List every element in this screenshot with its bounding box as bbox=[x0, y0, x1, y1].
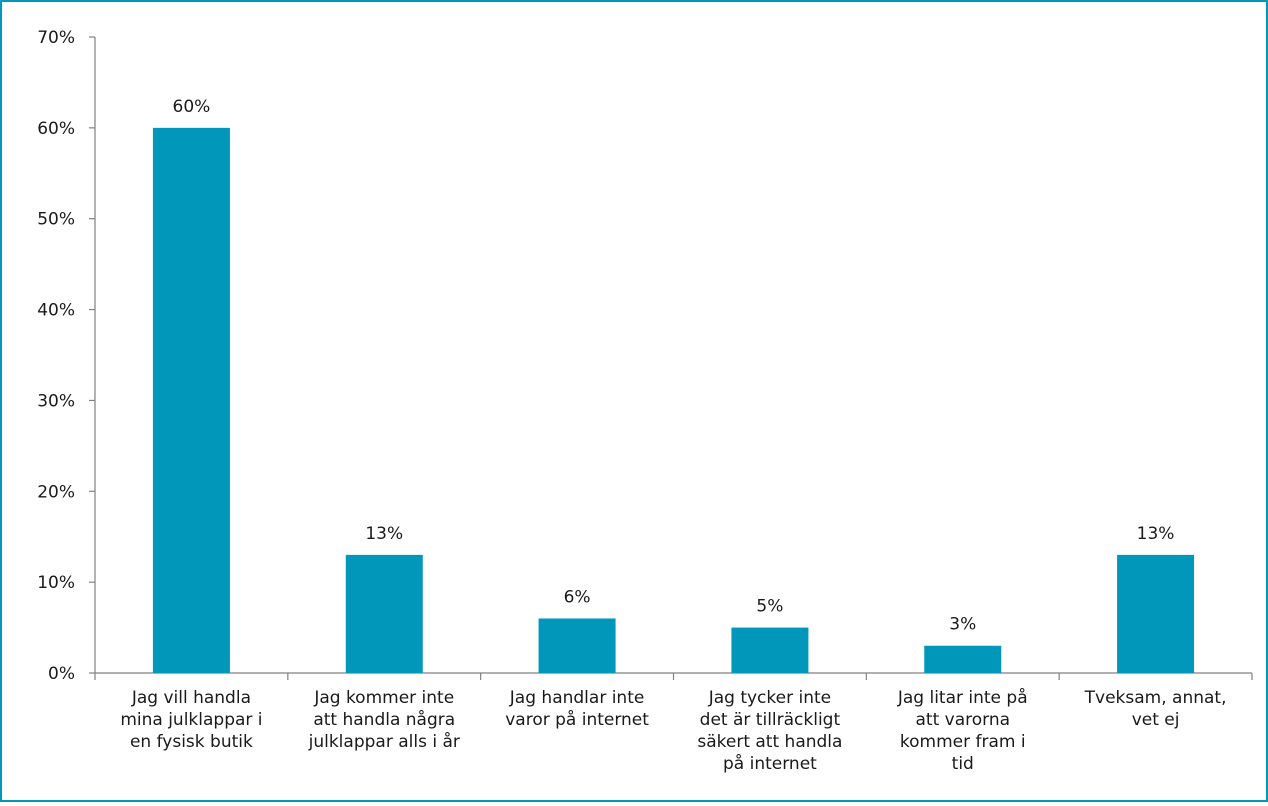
bar bbox=[538, 618, 616, 673]
category-label-line: Jag litar inte på bbox=[897, 687, 1028, 708]
data-label: 13% bbox=[365, 524, 403, 544]
x-axis bbox=[94, 672, 1253, 680]
category-label-line: att varorna bbox=[915, 710, 1010, 730]
data-label: 3% bbox=[949, 615, 976, 635]
y-tick-label: 20% bbox=[37, 482, 75, 502]
y-tick-label: 60% bbox=[37, 119, 75, 139]
y-tick-label: 0% bbox=[48, 664, 75, 684]
category-label: Jag vill handla mina julklappar i en fysis… bbox=[120, 688, 262, 752]
bar bbox=[152, 127, 230, 674]
data-label: 5% bbox=[756, 597, 783, 617]
category-label: Jag tycker inte det är tillräckligt säkert… bbox=[697, 688, 842, 774]
bar bbox=[1117, 554, 1195, 673]
y-tick-label: 70% bbox=[37, 28, 75, 48]
data-label: 60% bbox=[173, 97, 211, 117]
y-tick-label: 40% bbox=[37, 301, 75, 321]
bar bbox=[924, 645, 1002, 673]
category-label-line: tid bbox=[952, 754, 974, 774]
category-label-line: julklappar alls i år bbox=[308, 731, 460, 752]
category-label-line: kommer fram i bbox=[900, 732, 1026, 752]
y-axis: 0% 10% 20% 30% 40% 50% 60% 70% bbox=[37, 28, 96, 684]
bar bbox=[731, 627, 809, 673]
category-label: Jag handlar inte varor på internet bbox=[505, 688, 649, 730]
bar bbox=[345, 554, 423, 673]
bars bbox=[152, 127, 1195, 674]
y-tick-label: 50% bbox=[37, 210, 75, 230]
category-label-line: Jag handlar inte bbox=[509, 688, 645, 708]
y-tick-label: 10% bbox=[37, 573, 75, 593]
data-labels: 60% 13% 6% 5% 3% 13% bbox=[173, 97, 1175, 635]
category-label-line: Jag kommer inte bbox=[313, 688, 454, 708]
category-labels: Jag vill handla mina julklappar i en fysis… bbox=[120, 687, 1226, 774]
category-label-line: varor på internet bbox=[505, 709, 649, 730]
category-label: Jag litar inte på att varorna kommer fram … bbox=[897, 687, 1028, 774]
category-label-line: Jag tycker inte bbox=[708, 688, 831, 708]
category-label-line: att handla några bbox=[313, 709, 455, 730]
data-label: 13% bbox=[1137, 524, 1175, 544]
y-tick-label: 30% bbox=[37, 391, 75, 411]
category-label-line: det är tillräckligt bbox=[700, 710, 841, 730]
category-label-line: en fysisk butik bbox=[130, 732, 253, 752]
category-label-line: mina julklappar i bbox=[120, 710, 262, 730]
category-label: Jag kommer inte att handla några julklappa… bbox=[308, 688, 460, 752]
category-label-line: säkert att handla bbox=[697, 732, 842, 752]
category-label-line: Jag vill handla bbox=[131, 688, 251, 708]
category-label-line: Tveksam, annat, bbox=[1084, 688, 1227, 708]
category-label-line: på internet bbox=[723, 753, 817, 774]
data-label: 6% bbox=[564, 587, 591, 607]
category-label: Tveksam, annat, vet ej bbox=[1084, 688, 1227, 730]
category-label-line: vet ej bbox=[1132, 710, 1180, 730]
